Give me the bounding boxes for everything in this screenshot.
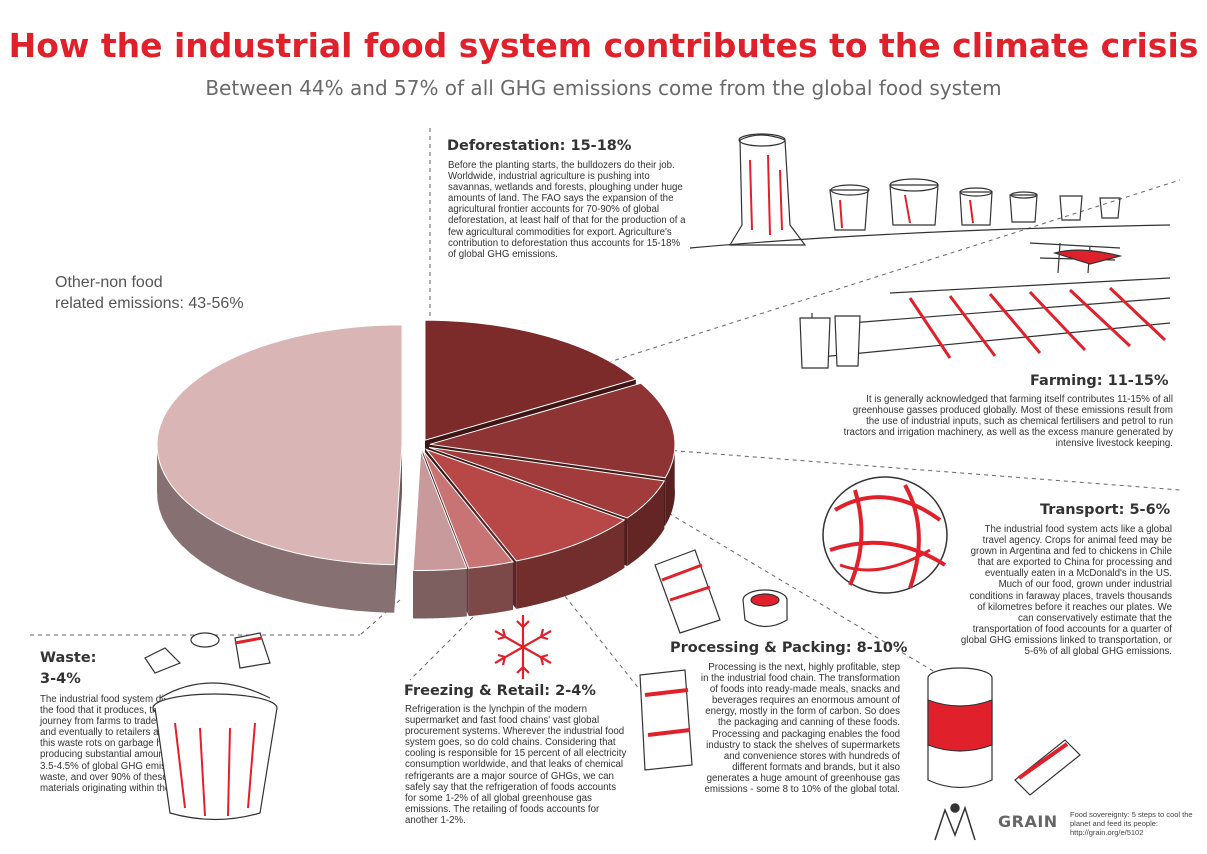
globe-illustration — [822, 476, 948, 594]
packages-illustration — [639, 669, 693, 771]
farming-text: It is generally acknowledged that farmin… — [843, 394, 1173, 450]
pie-slice-side — [413, 568, 467, 619]
deforestation-heading: Deforestation: 15-18% — [447, 138, 632, 154]
other-label-line2: related emissions: 43-56% — [55, 295, 244, 312]
pie-slice-side — [468, 561, 513, 617]
processing-text: Processing is the next, highly profitabl… — [700, 662, 900, 796]
waste-heading: Waste: 3-4% — [40, 648, 96, 690]
pie-slice-side — [665, 439, 675, 526]
partner-logo-icon — [934, 803, 976, 841]
transport-heading: Transport: 5-6% — [1040, 502, 1171, 518]
pie-slice-side — [157, 442, 395, 613]
waste-heading-line1: Waste: — [40, 650, 97, 666]
pie-slice-5 — [412, 450, 468, 571]
grain-logo: GRAIN — [998, 812, 1058, 831]
footer-note: Food sovereignty: 5 steps to cool the pl… — [1070, 810, 1193, 837]
soup-can-illustration — [927, 667, 1081, 796]
farming-heading: Farming: 11-15% — [1030, 373, 1169, 389]
pie-slice-3 — [424, 448, 626, 562]
pie-slice-edge — [394, 444, 403, 613]
other-emissions-label: Other-non food related emissions: 43-56% — [55, 272, 305, 314]
page-subtitle: Between 44% and 57% of all GHG emissions… — [205, 76, 1002, 100]
pie-slice-side — [627, 480, 665, 566]
processing-heading: Processing & Packing: 8-10% — [670, 640, 908, 656]
tree-stumps-illustration — [690, 133, 1171, 249]
waste-text: The industrial food system discards up t… — [40, 694, 258, 794]
pie-slice-0 — [424, 319, 637, 441]
deforestation-text: Before the planting starts, the bulldoze… — [448, 160, 686, 260]
pie-slice-6 — [156, 324, 403, 566]
freezing-heading: Freezing & Retail: 2-4% — [404, 683, 596, 699]
freezing-text: Refrigeration is the lynchpin of the mod… — [405, 704, 627, 826]
snacks-illustration — [654, 549, 788, 634]
pie-slice-4 — [422, 449, 514, 569]
transport-text: The industrial food system acts like a g… — [960, 524, 1172, 658]
pie-slice-2 — [428, 446, 666, 519]
other-label-line1: Other-non food — [55, 274, 163, 291]
airplane-fields-illustration — [799, 242, 1171, 369]
waste-heading-line2: 3-4% — [40, 671, 81, 687]
pie-slice-side — [516, 519, 625, 609]
pie-slice-1 — [429, 382, 676, 479]
snowflake-icon — [494, 615, 552, 679]
page-title: How the industrial food system contribut… — [8, 26, 1199, 65]
trash-can-illustration — [144, 632, 278, 821]
